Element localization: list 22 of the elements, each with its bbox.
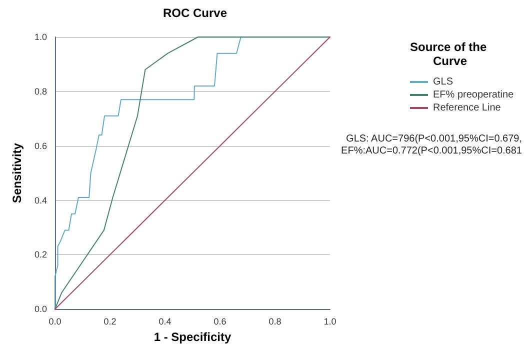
x-axis-title: 1 - Specificity <box>154 330 232 344</box>
y-tick-label: 0.6 <box>34 140 47 151</box>
x-tick-label: 0.6 <box>214 316 226 327</box>
y-tick-label: 0.0 <box>34 304 47 314</box>
y-axis-title: Sensitivity <box>10 142 24 204</box>
y-tick-label: 0.8 <box>34 86 47 96</box>
line-series <box>54 36 330 310</box>
legend-label: GLS <box>433 76 454 88</box>
text: EF%:AUC=0.772(P<0.001,95%CI=0.681 <box>341 146 522 156</box>
x-tick-label: 0.4 <box>158 316 172 327</box>
y-tick-label: 1.0 <box>34 32 47 42</box>
legend-title: Source of the Curve <box>410 40 490 68</box>
y-tick-label: 0.2 <box>34 250 47 260</box>
legend-label: EF% preoperatine <box>433 90 514 100</box>
y-tick-label: 0.4 <box>34 195 47 206</box>
text: GLS: AUC=796(P<0.001,95%CI=0.679, <box>346 134 522 144</box>
x-tick-label: 1.0 <box>324 316 336 327</box>
chart-title: ROC Curve <box>162 6 228 20</box>
x-tick-label: 0.2 <box>104 316 116 327</box>
x-tick-label: 0.8 <box>268 316 282 327</box>
x-tick-label: 0.0 <box>48 316 62 327</box>
legend-label: Reference Line <box>433 102 502 114</box>
